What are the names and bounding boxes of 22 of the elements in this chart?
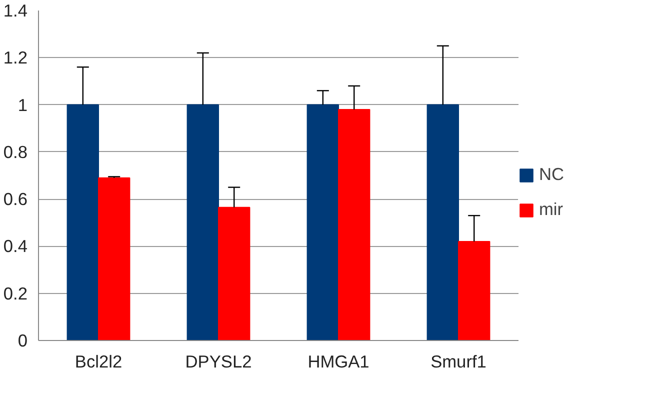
bar <box>426 104 459 340</box>
bar <box>338 109 370 340</box>
bar <box>66 104 99 340</box>
y-tick-label: 0 <box>18 330 28 350</box>
y-tick-label: 1 <box>18 94 28 115</box>
legend-label: NC <box>539 164 564 185</box>
bar <box>98 177 130 340</box>
x-tick-label: HMGA1 <box>308 352 370 372</box>
legend-label: mir <box>539 199 564 220</box>
y-tick-label: 0.8 <box>3 142 28 162</box>
y-tick-label: 0.6 <box>3 189 28 210</box>
x-tick-label: Smurf1 <box>430 352 486 372</box>
x-tick-label: DPYSL2 <box>185 352 252 372</box>
y-tick-label: 1.2 <box>3 48 28 68</box>
bar <box>306 104 339 340</box>
bar <box>186 104 219 340</box>
y-tick-label: 0.2 <box>3 283 28 304</box>
x-tick-label: Bcl2l2 <box>74 352 122 372</box>
y-tick-label: 0.4 <box>3 236 28 256</box>
y-tick-label: 1.4 <box>3 0 28 20</box>
bar <box>458 241 490 340</box>
bar <box>218 206 250 340</box>
